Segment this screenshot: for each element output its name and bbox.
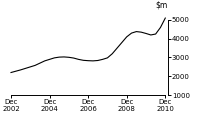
Text: $m: $m bbox=[155, 1, 168, 10]
